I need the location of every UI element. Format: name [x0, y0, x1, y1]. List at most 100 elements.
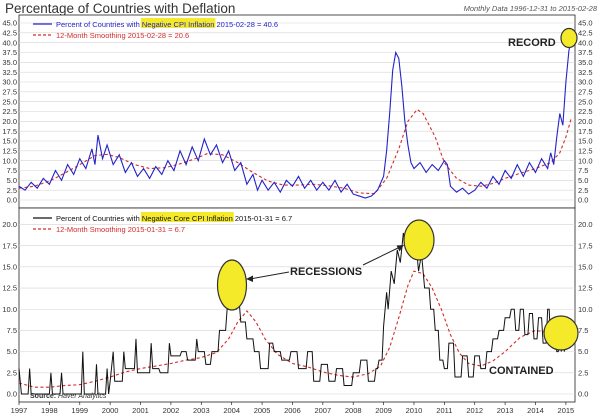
x-tick-label: 2008	[345, 406, 362, 415]
top-negative-cpi-line	[18, 40, 572, 199]
x-tick-label: 2003	[193, 406, 210, 415]
x-tick-label: 2002	[163, 406, 180, 415]
top-y-tick-left: 20.0	[2, 117, 17, 126]
top-y-tick-left: 5.0	[7, 176, 17, 185]
top-y-tick-left: 35.0	[2, 58, 17, 67]
recession-2004-circle	[216, 259, 248, 311]
top-y-tick-left: 2.5	[7, 186, 17, 195]
top-legend: Percent of Countries with Negative CPI I…	[33, 18, 278, 40]
top-y-tick-left: 15.0	[2, 137, 17, 146]
bottom-y-tick-right: 12.5	[578, 284, 593, 293]
top-y-tick-right: 35.0	[578, 58, 593, 67]
x-tick-label: 2006	[284, 406, 301, 415]
top-y-tick-right: 15.0	[578, 137, 593, 146]
top-y-tick-right: 22.5	[578, 107, 593, 116]
bottom-y-tick-left: 10.0	[2, 305, 17, 314]
top-y-tick-labels: 0.0 0.02.5 2.55.0 5.07.5 7.510.0 10.012.5 12.5…	[2, 19, 592, 205]
bottom-legend-entry-main: Percent of Countries with Negative Core …	[56, 214, 292, 223]
bottom-y-tick-labels: 0.0 0.0 2.5 2.5 5.0 5.0 7.5 7.5 10.0 10.0 12.5 12.5…	[2, 220, 592, 399]
x-tick-label: 1997	[11, 406, 28, 415]
recessions-arrowhead-left	[246, 275, 253, 282]
bottom-legend-highlight	[140, 212, 234, 222]
chart-subtitle: Monthly Data 1996-12-31 to 2015-02-28	[464, 4, 598, 13]
x-tick-label: 2010	[406, 406, 423, 415]
contained-label: CONTAINED	[489, 365, 554, 377]
top-y-tick-right: 2.5	[578, 186, 588, 195]
x-tick-label: 2001	[132, 406, 149, 415]
top-y-tick-left: 37.5	[2, 48, 17, 57]
bottom-y-tick-right: 2.5	[578, 368, 588, 377]
recessions-arrowhead-right	[396, 245, 404, 252]
top-smoothing-line	[18, 108, 572, 195]
top-y-tick-right: 27.5	[578, 87, 593, 96]
x-tick-label: 2014	[527, 406, 544, 415]
top-y-tick-left: 7.5	[7, 166, 17, 175]
bottom-y-tick-right: 15.0	[578, 262, 593, 271]
bottom-y-tick-left: 5.0	[7, 347, 17, 356]
bottom-y-tick-left: 17.5	[2, 241, 17, 250]
top-y-tick-right: 5.0	[578, 176, 588, 185]
top-y-tick-left: 12.5	[2, 146, 17, 155]
top-y-tick-right: 25.0	[578, 97, 593, 106]
top-legend-entry-smooth: 12-Month Smoothing 2015-02-28 = 20.6	[56, 31, 189, 40]
bottom-smoothing-line	[18, 270, 569, 388]
bottom-y-tick-left: 0.0	[7, 390, 17, 399]
bottom-y-tick-right: 7.5	[578, 326, 588, 335]
x-tick-label: 2007	[314, 406, 331, 415]
x-tick-label: 2012	[466, 406, 483, 415]
top-y-tick-right: 17.5	[578, 127, 593, 136]
contained-circle	[543, 315, 579, 351]
x-tick-label: 2009	[375, 406, 392, 415]
bottom-y-tick-right: 17.5	[578, 241, 593, 250]
bottom-y-tick-left: 20.0	[2, 220, 17, 229]
top-y-tick-left: 17.5	[2, 127, 17, 136]
recessions-arrow-right	[362, 246, 401, 266]
x-tick-label: 2015	[558, 406, 575, 415]
source-note: Source: Haver Analytics	[30, 393, 107, 400]
top-y-tick-left: 42.5	[2, 28, 17, 37]
bottom-y-tick-right: 0.0	[578, 390, 588, 399]
top-y-tick-right: 12.5	[578, 146, 593, 155]
top-legend-entry-main: Percent of Countries with Negative CPI I…	[56, 20, 278, 29]
source-label: Source:	[30, 393, 56, 400]
top-y-tick-left: 22.5	[2, 107, 17, 116]
bottom-y-tick-right: 5.0	[578, 347, 588, 356]
top-y-tick-right: 10.0	[578, 156, 593, 165]
top-y-tick-right: 37.5	[578, 48, 593, 57]
top-y-tick-right: 32.5	[578, 68, 593, 77]
recession-2009-circle	[403, 219, 435, 261]
x-tick-label: 2004	[223, 406, 240, 415]
top-y-tick-left: 0.0	[7, 196, 17, 205]
top-y-tick-left: 10.0	[2, 156, 17, 165]
bottom-y-tick-left: 2.5	[7, 368, 17, 377]
x-tick-label: 2000	[102, 406, 119, 415]
top-gridlines	[19, 22, 575, 201]
x-tick-label: 1998	[41, 406, 58, 415]
bottom-legend-entry-smooth: 12-Month Smoothing 2015-01-31 = 6.7	[56, 225, 185, 234]
top-y-tick-left: 45.0	[2, 19, 17, 28]
record-highlight-circle	[560, 27, 578, 49]
top-y-tick-right: 42.5	[578, 28, 593, 37]
bottom-y-tick-left: 15.0	[2, 262, 17, 271]
x-tick-label: 2013	[497, 406, 514, 415]
bottom-y-tick-right: 20.0	[578, 220, 593, 229]
top-y-tick-right: 45.0	[578, 19, 593, 28]
recessions-label: RECESSIONS	[290, 266, 362, 278]
top-y-tick-left: 40.0	[2, 38, 17, 47]
top-y-tick-left: 30.0	[2, 78, 17, 87]
top-y-tick-right: 7.5	[578, 166, 588, 175]
chart-title: Percentage of Countries with Deflation	[5, 1, 235, 16]
bottom-legend: Percent of Countries with Negative Core …	[33, 212, 292, 234]
bottom-y-tick-left: 12.5	[2, 284, 17, 293]
top-y-tick-left: 25.0	[2, 97, 17, 106]
x-tick-label: 2005	[254, 406, 271, 415]
record-label: RECORD	[508, 37, 556, 49]
top-y-tick-right: 40.0	[578, 38, 593, 47]
top-y-tick-left: 32.5	[2, 68, 17, 77]
bottom-y-tick-right: 10.0	[578, 305, 593, 314]
source-text: Haver Analytics	[58, 393, 107, 400]
bottom-negative-core-cpi-line	[18, 224, 569, 395]
x-tick-labels: 1997 1998 1999 2000 2001 2002 2003 2004 2005 2006…	[11, 402, 575, 415]
x-tick-label: 2011	[436, 406, 452, 415]
